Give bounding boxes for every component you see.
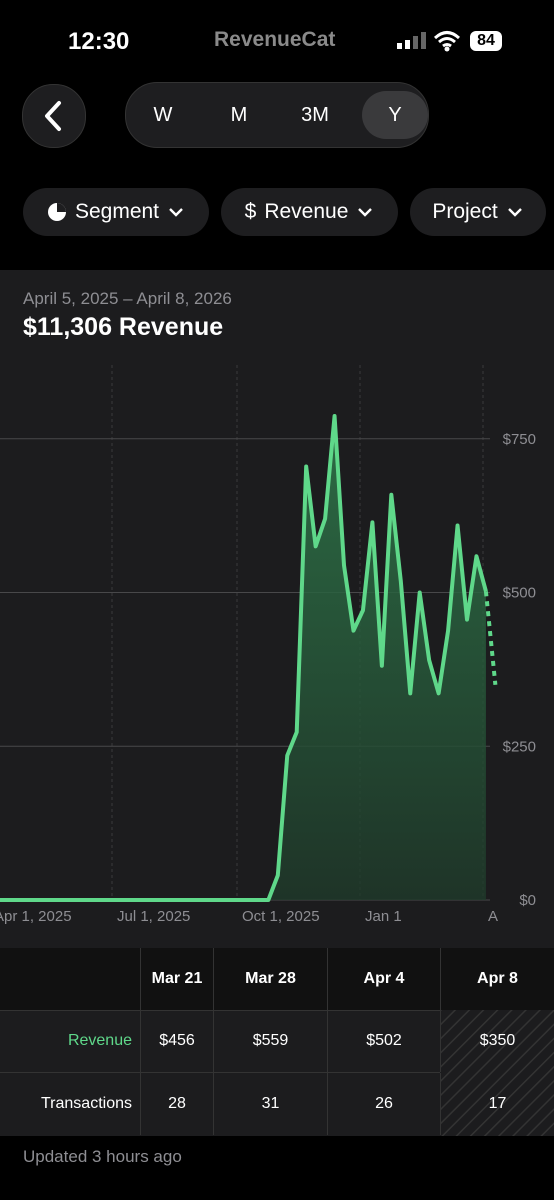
x-tick-label: Jan 1: [365, 908, 402, 925]
x-tick-label: Oct 1, 2025: [242, 908, 320, 925]
row-label: Transactions: [41, 1095, 132, 1112]
column-header: Mar 28: [213, 948, 327, 1010]
projected-line: [483, 591, 498, 685]
battery: 84: [470, 31, 502, 51]
date-range: April 5, 2025 – April 8, 2026: [23, 289, 232, 308]
y-tick-label: $500: [503, 585, 536, 602]
y-tick-label: $250: [503, 738, 536, 755]
clock: 12:30: [68, 28, 130, 55]
revenue-cell: $350: [440, 1010, 554, 1072]
filter-label: Segment: [74, 200, 160, 223]
data-table: Mar 21 $456 28 Mar 28 $559 31 Apr 4 $502 26 Apr 8…: [0, 948, 554, 1136]
transactions-cell: 31: [213, 1073, 327, 1135]
row-divider: [0, 1010, 554, 1011]
column-header: Apr 8: [440, 948, 554, 1010]
x-tick-label: Apr 1, 2025: [0, 908, 72, 925]
x-tick-label: A: [488, 908, 498, 925]
transactions-cell: 17: [440, 1073, 554, 1135]
column-header: Apr 4: [327, 948, 440, 1010]
revenue-cell: $456: [140, 1010, 213, 1072]
row-label: Revenue: [67, 1032, 132, 1049]
y-tick-label: $0: [519, 892, 536, 909]
period-option[interactable]: M: [230, 103, 248, 126]
updated-note: Updated 3 hours ago: [23, 1147, 182, 1166]
area: [0, 416, 486, 900]
segment-filter[interactable]: Segment: [23, 188, 209, 236]
signal: [397, 32, 426, 49]
period-selector: W M 3M Y: [125, 82, 429, 148]
metric-filter[interactable]: $ Revenue: [221, 188, 398, 236]
projected-cell: [440, 1010, 554, 1136]
column-header: Mar 21: [140, 948, 213, 1010]
row-divider: [0, 1072, 554, 1073]
filter-label: Revenue: [264, 200, 349, 223]
header-bg: [0, 948, 554, 1010]
y-tick-label: $750: [503, 431, 536, 448]
filter-icon: $: [244, 200, 257, 223]
period-option[interactable]: Y: [362, 91, 428, 139]
filter-label: Project: [432, 200, 498, 223]
x-tick-label: Jul 1, 2025: [117, 908, 190, 925]
wifi: [433, 31, 461, 52]
revenue-cell: $502: [327, 1010, 440, 1072]
line: [0, 414, 488, 902]
total: $11,306 Revenue: [23, 313, 224, 341]
transactions-cell: 28: [140, 1073, 213, 1135]
revenue-cell: $559: [213, 1010, 327, 1072]
chart: Apr 1, 2025 Jul 1, 2025 Oct 1, 2025 Jan 1 A $…: [0, 365, 536, 925]
app-logo: RevenueCat: [214, 28, 336, 51]
period-option[interactable]: 3M: [301, 103, 329, 126]
transactions-cell: 26: [327, 1073, 440, 1135]
period-option[interactable]: W: [153, 103, 173, 126]
back-button[interactable]: [22, 84, 86, 148]
project-filter[interactable]: Project: [410, 188, 546, 236]
